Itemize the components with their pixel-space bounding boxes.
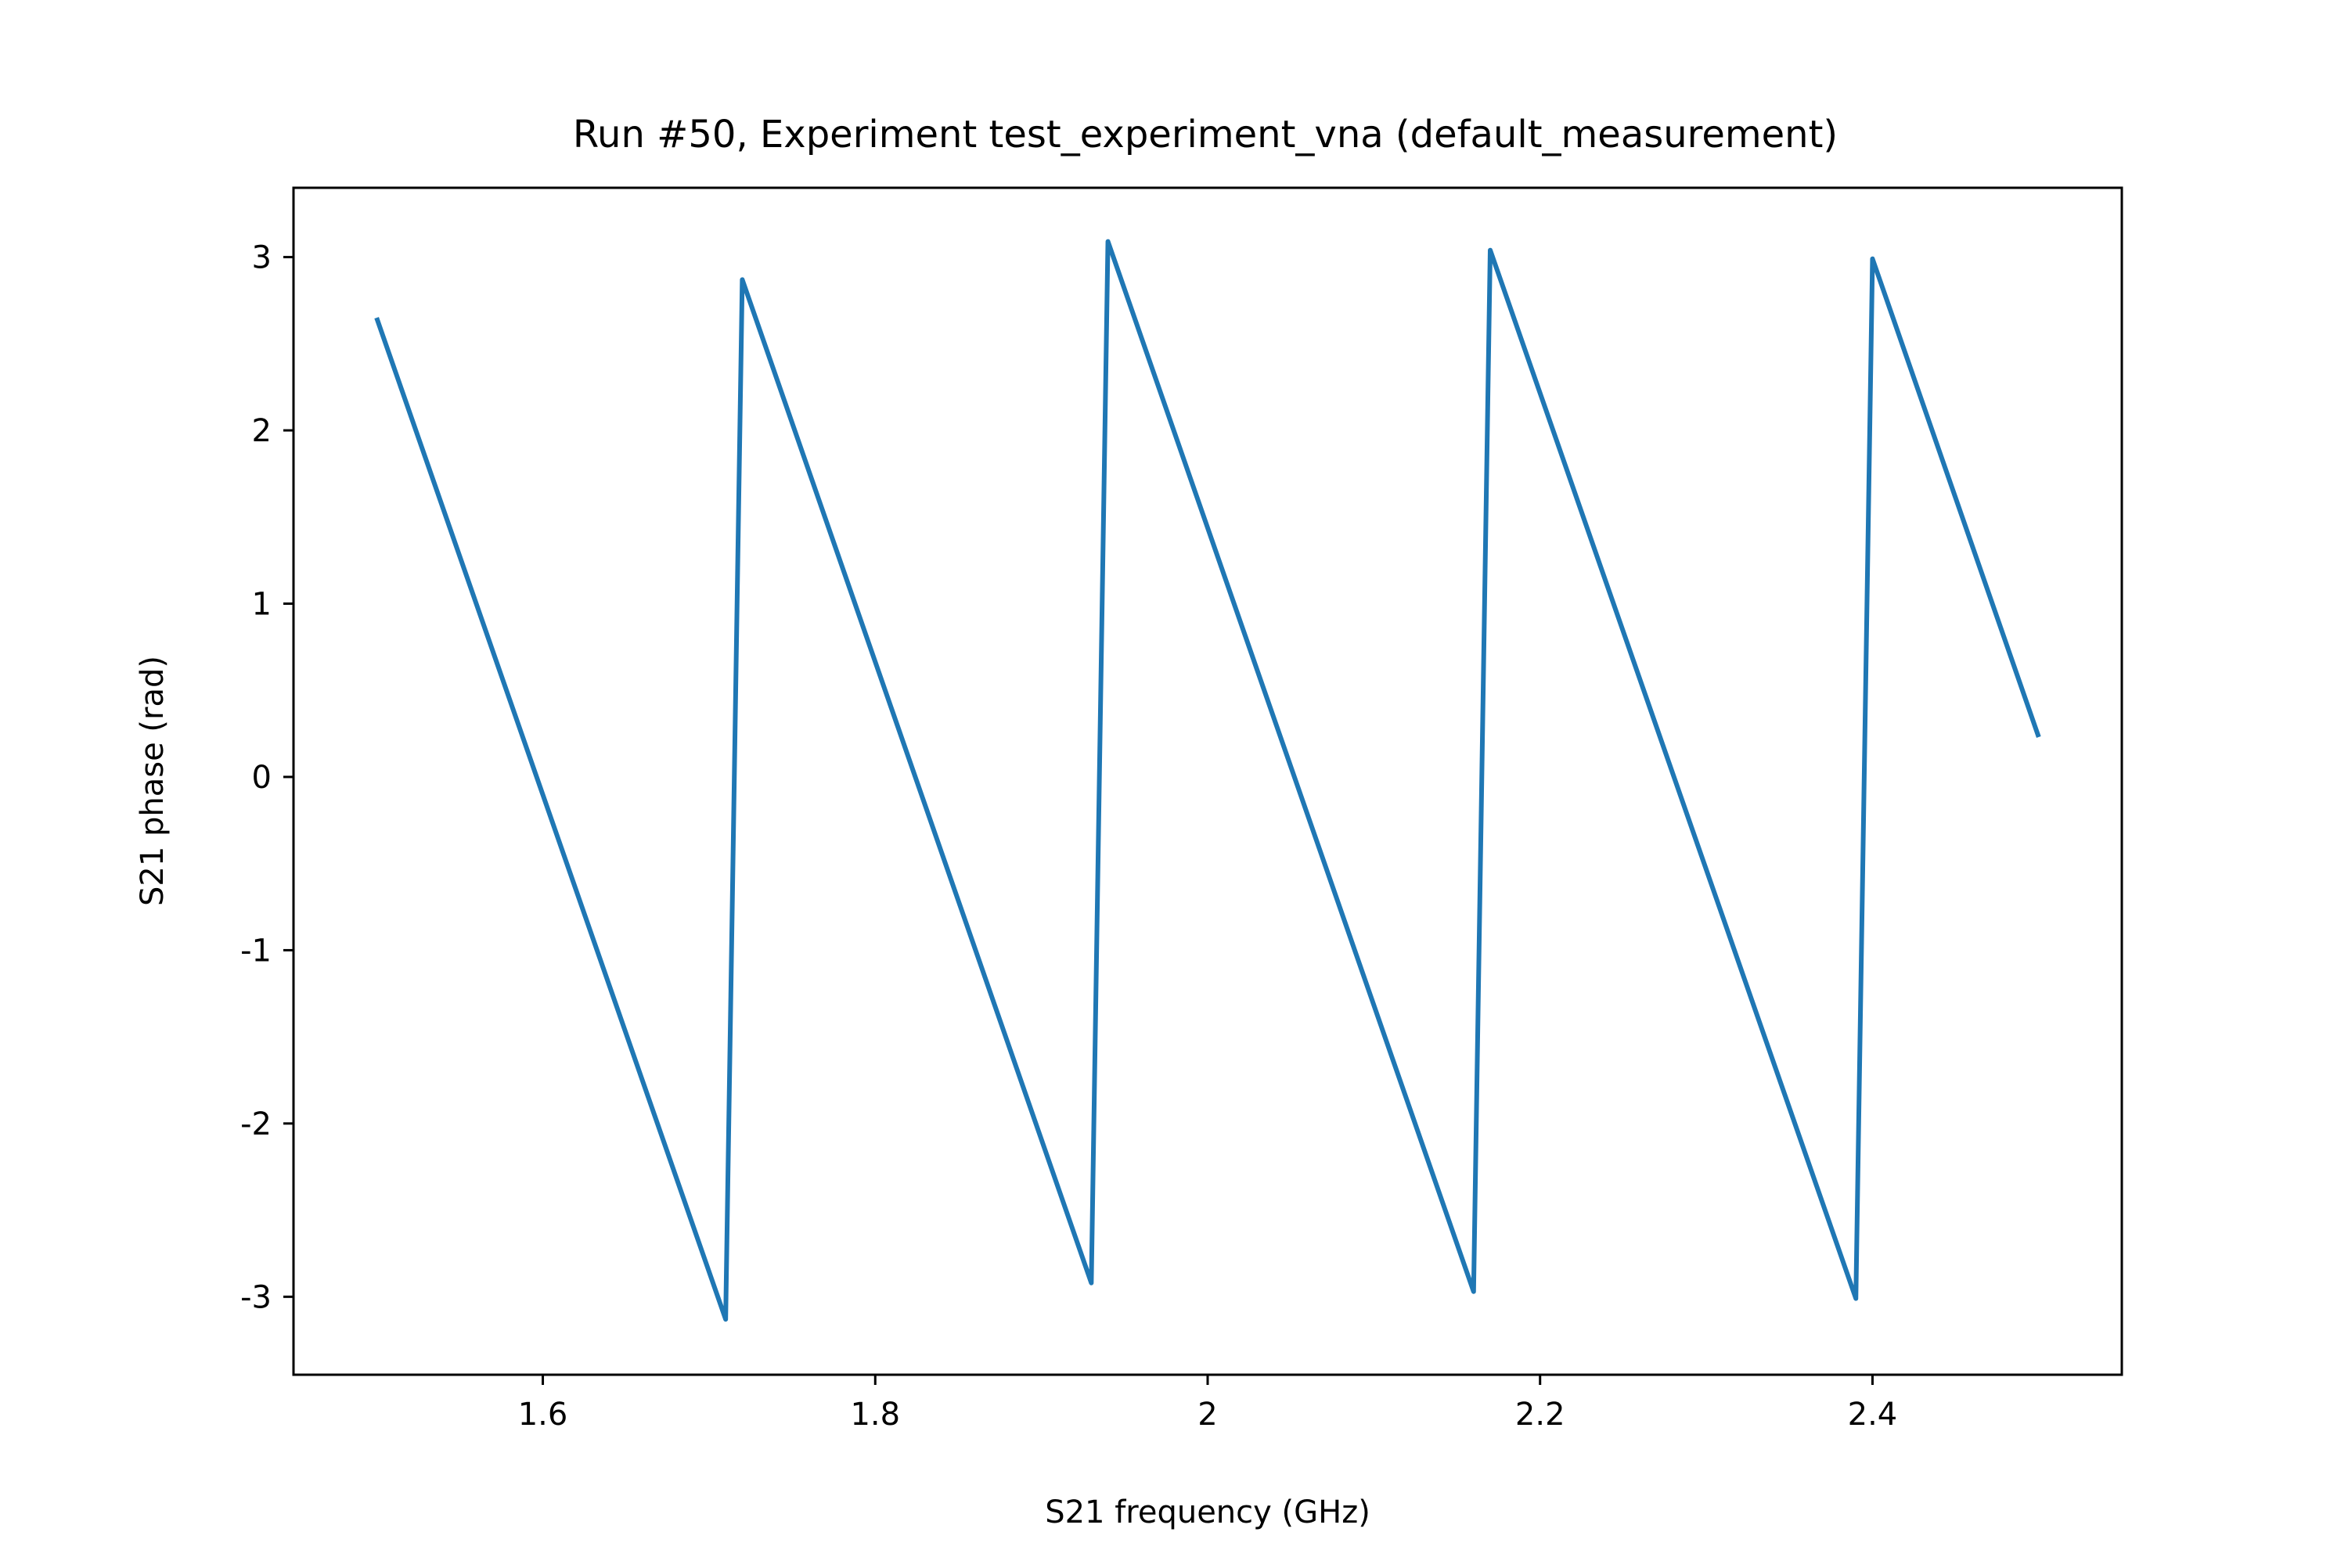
y-tick-label: 1 <box>252 587 272 623</box>
plot-frame <box>292 186 2123 1376</box>
y-axis-ticks: 3 2 1 0 -1 -2 -3 <box>240 240 294 1315</box>
x-tick-label: 1.8 <box>850 1397 900 1433</box>
x-tick-label: 1.6 <box>518 1397 568 1433</box>
x-tick-label: 2 <box>1197 1397 1217 1433</box>
y-axis-label: S21 phase (rad) <box>135 656 171 906</box>
y-tick-label: 3 <box>252 240 272 276</box>
series-layer <box>374 239 2041 1322</box>
x-tick-label: 2.2 <box>1515 1397 1565 1433</box>
chart-title: Run #50, Experiment test_experiment_vna … <box>573 113 1838 156</box>
y-tick-label: 0 <box>252 760 272 796</box>
x-axis-ticks: 1.6 1.8 2 2.2 2.4 <box>518 1375 1898 1433</box>
y-tick-label: -3 <box>240 1279 272 1315</box>
y-tick-label: -1 <box>240 933 272 969</box>
series-line <box>374 239 2041 1322</box>
x-tick-label: 2.4 <box>1848 1397 1898 1433</box>
x-axis-label: S21 frequency (GHz) <box>1045 1494 1370 1530</box>
y-tick-label: 2 <box>252 413 272 449</box>
y-tick-label: -2 <box>240 1106 272 1142</box>
